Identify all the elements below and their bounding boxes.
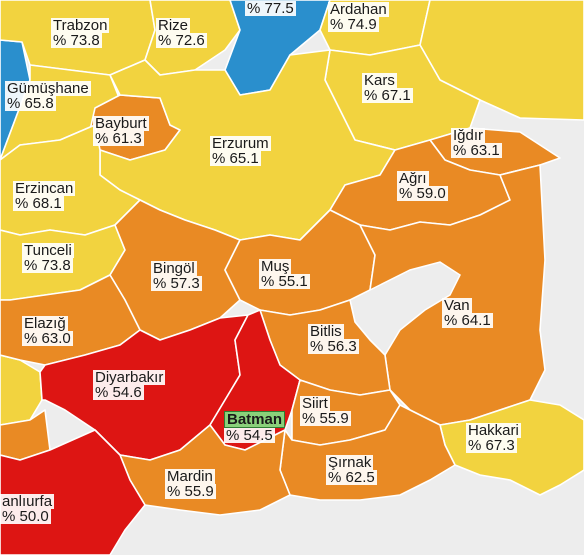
province-value: % 50.0	[0, 508, 51, 525]
province-value: % 63.0	[22, 330, 73, 347]
province-value: % 55.9	[165, 483, 216, 500]
province-name: Mardin	[165, 468, 215, 485]
label-rize: Rize % 72.6	[156, 18, 207, 48]
province-value: % 63.1	[451, 142, 502, 159]
province-value: % 65.8	[5, 95, 56, 112]
province-name: Şırnak	[326, 454, 374, 471]
province-value: % 67.3	[466, 437, 517, 454]
province-value: % 54.5	[224, 427, 275, 444]
province-value: % 73.8	[22, 257, 73, 274]
label-igdir: Iğdır % 63.1	[451, 128, 502, 158]
province-name: Gümüşhane	[5, 80, 91, 97]
province-value: % 59.0	[397, 185, 448, 202]
label-mus: Muş % 55.1	[259, 259, 310, 289]
province-value: % 64.1	[442, 312, 493, 329]
province-name: Van	[442, 297, 472, 314]
label-diyarbakir: Diyarbakır % 54.6	[93, 369, 166, 401]
label-erzurum: Erzurum % 65.1	[210, 136, 271, 166]
province-value: % 55.1	[259, 273, 310, 290]
province-value: % 77.5	[245, 0, 296, 17]
province-name: Siirt	[300, 395, 330, 412]
province-name: Diyarbakır	[93, 369, 166, 386]
label-tunceli: Tunceli % 73.8	[22, 243, 74, 273]
province-name: Ağrı	[397, 170, 429, 187]
province-value: % 68.1	[13, 195, 64, 212]
province-name: Kars	[362, 72, 397, 89]
label-hakkari: Hakkari % 67.3	[466, 423, 521, 453]
label-sanliurfa: anlıurfa % 50.0	[0, 493, 55, 525]
province-value: % 55.9	[300, 410, 351, 427]
province-name: Muş	[259, 258, 292, 275]
province-name: Ardahan	[328, 1, 389, 18]
label-bingol: Bingöl % 57.3	[151, 261, 202, 291]
province-name: Tunceli	[22, 242, 74, 259]
province-value: % 74.9	[328, 16, 379, 33]
label-sirnak: Şırnak % 62.5	[326, 455, 377, 485]
label-gumushane: Gümüşhane % 65.8	[5, 81, 91, 111]
province-region-malatya[interactable]	[0, 354, 43, 426]
label-siirt: Siirt % 55.9	[300, 396, 351, 426]
label-elazig: Elazığ % 63.0	[22, 316, 73, 346]
label-van: Van % 64.1	[442, 298, 493, 328]
label-kars: Kars % 67.1	[362, 73, 413, 103]
province-name: Hakkari	[466, 422, 521, 439]
province-name: Bingöl	[151, 260, 197, 277]
province-name: Erzurum	[210, 135, 271, 152]
province-name: Batman	[224, 411, 286, 428]
label-trabzon: Trabzon % 73.8	[51, 17, 110, 49]
label-batman: Batman % 54.5	[224, 411, 286, 444]
province-value: % 54.6	[93, 384, 144, 401]
province-value: % 62.5	[326, 469, 377, 486]
label-bitlis: Bitlis % 56.3	[308, 324, 359, 354]
province-name: Trabzon	[51, 17, 110, 34]
label-artvin: % 77.5	[245, 1, 296, 16]
province-name: Iğdır	[451, 127, 486, 144]
province-value: % 67.1	[362, 87, 413, 104]
province-sirnak[interactable]	[279, 404, 456, 501]
label-erzincan: Erzincan % 68.1	[13, 180, 76, 212]
province-value: % 56.3	[308, 338, 359, 355]
province-name: Bitlis	[308, 323, 344, 340]
label-bayburt: Bayburt % 61.3	[93, 116, 149, 146]
province-name: Rize	[156, 17, 191, 34]
province-value: % 73.8	[51, 32, 102, 49]
province-value: % 57.3	[151, 275, 202, 292]
label-mardin: Mardin % 55.9	[165, 469, 216, 499]
province-name: Elazığ	[22, 315, 68, 332]
province-value: % 72.6	[156, 32, 207, 49]
province-name: anlıurfa	[0, 493, 55, 510]
province-name: Bayburt	[93, 115, 149, 132]
label-agri: Ağrı % 59.0	[397, 171, 448, 201]
label-ardahan: Ardahan % 74.9	[328, 2, 389, 32]
province-name: Erzincan	[13, 180, 76, 197]
province-value: % 61.3	[93, 130, 144, 147]
province-value: % 65.1	[210, 150, 261, 167]
